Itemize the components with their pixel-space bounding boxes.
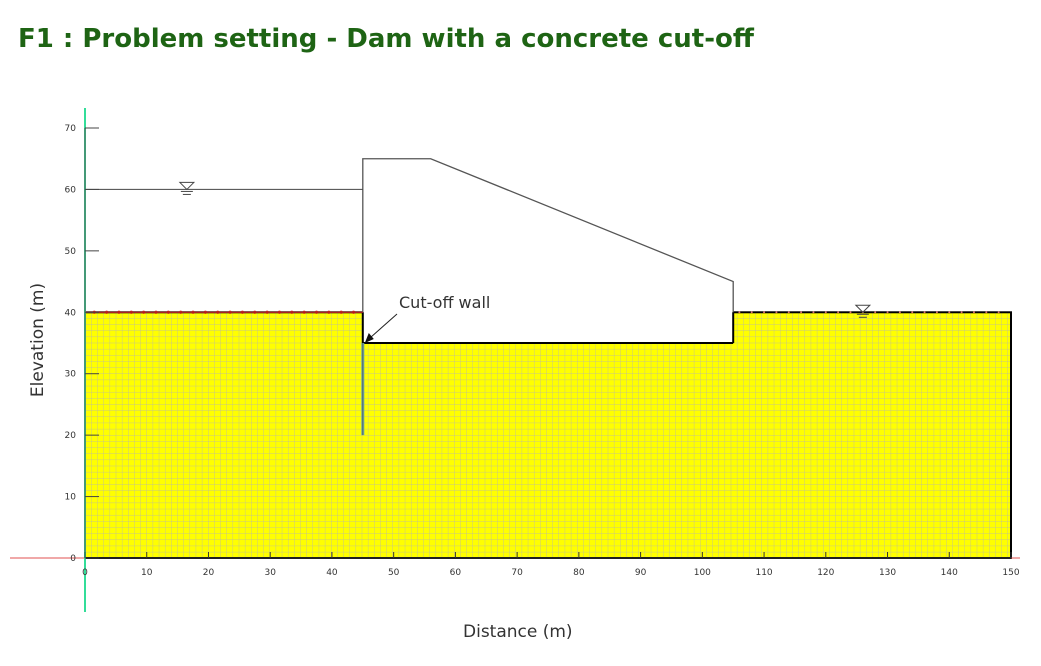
downstream-boundary-node [800, 311, 803, 314]
dam-outline [362, 158, 734, 343]
x-tick-label: 90 [635, 568, 647, 578]
downstream-boundary-node [837, 311, 840, 314]
x-axis-label: Distance (m) [463, 622, 573, 642]
x-tick-label: 70 [511, 568, 523, 578]
x-tick-label: 40 [326, 568, 338, 578]
downstream-boundary-node [886, 311, 889, 314]
downstream-boundary-node [812, 311, 815, 314]
x-tick-label: 10 [141, 568, 153, 578]
x-tick-label: 150 [1002, 568, 1019, 578]
downstream-boundary-node [935, 311, 938, 314]
downstream-boundary-node [750, 311, 753, 314]
upstream-water-symbol [178, 181, 196, 191]
x-tick-label: 100 [694, 568, 711, 578]
y-tick-label: 0 [70, 554, 76, 564]
soil-region [84, 311, 1012, 559]
downstream-boundary-node [911, 311, 914, 314]
downstream-boundary-node [824, 311, 827, 314]
x-tick-label: 80 [573, 568, 585, 578]
y-axis-label-container: Elevation (m) [18, 180, 58, 500]
cutoff-wall-annotation: Cut-off wall [399, 293, 490, 312]
y-tick-label: 50 [65, 247, 77, 257]
y-tick-label: 30 [65, 370, 77, 380]
downstream-boundary-node [763, 311, 766, 314]
y-tick-label: 40 [65, 308, 77, 318]
y-tick-label: 10 [65, 493, 77, 503]
page-title: F1 : Problem setting - Dam with a concre… [18, 24, 754, 54]
downstream-boundary-node [849, 311, 852, 314]
y-tick-label: 60 [65, 185, 77, 195]
downstream-boundary-node [997, 311, 1000, 314]
downstream-boundary-node [775, 311, 778, 314]
downstream-water-symbol [854, 304, 872, 313]
x-tick-label: 30 [264, 568, 276, 578]
y-axis-label: Elevation (m) [28, 282, 48, 398]
downstream-boundary-node [960, 311, 963, 314]
annotation-arrowhead [364, 333, 374, 343]
downstream-boundary-node [738, 311, 741, 314]
x-tick-label: 50 [388, 568, 400, 578]
x-tick-label: 60 [450, 568, 462, 578]
x-tick-label: 130 [879, 568, 896, 578]
downstream-boundary-node [923, 311, 926, 314]
downstream-boundary-node [948, 311, 951, 314]
downstream-boundary-node [985, 311, 988, 314]
downstream-boundary-node [874, 311, 877, 314]
y-tick-label: 70 [65, 124, 77, 134]
downstream-boundary-node [787, 311, 790, 314]
x-tick-label: 140 [941, 568, 958, 578]
x-tick-label: 20 [203, 568, 215, 578]
annotation-arrow-line [368, 313, 398, 340]
x-tick-label: 0 [82, 568, 88, 578]
x-tick-label: 120 [817, 568, 834, 578]
y-tick-label: 20 [65, 431, 77, 441]
downstream-boundary-node [972, 311, 975, 314]
x-tick-label: 110 [755, 568, 772, 578]
dam-body [362, 158, 734, 343]
downstream-boundary-node [898, 311, 901, 314]
